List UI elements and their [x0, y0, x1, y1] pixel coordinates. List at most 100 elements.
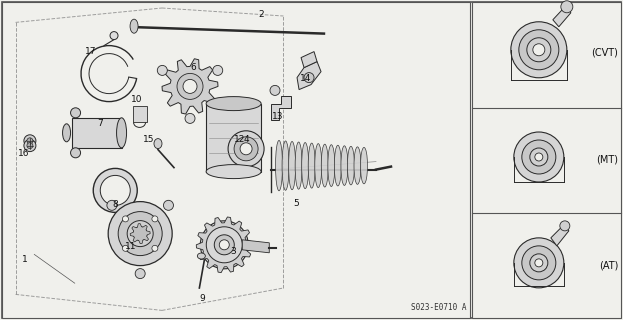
Polygon shape	[553, 5, 571, 27]
Circle shape	[152, 245, 158, 251]
Circle shape	[135, 268, 145, 279]
Bar	[206, 104, 261, 172]
Ellipse shape	[275, 140, 282, 191]
Circle shape	[118, 212, 162, 256]
Circle shape	[561, 1, 573, 13]
Circle shape	[185, 113, 195, 124]
Text: 14: 14	[300, 74, 311, 83]
Ellipse shape	[354, 147, 361, 184]
Circle shape	[70, 148, 80, 158]
Polygon shape	[196, 217, 252, 273]
Ellipse shape	[62, 124, 70, 142]
Circle shape	[100, 175, 130, 205]
Circle shape	[70, 108, 80, 118]
Polygon shape	[162, 59, 218, 114]
Ellipse shape	[335, 145, 341, 186]
Circle shape	[514, 238, 564, 288]
Text: S023-E0710 A: S023-E0710 A	[411, 303, 466, 312]
Circle shape	[240, 143, 252, 155]
Circle shape	[519, 30, 559, 70]
Ellipse shape	[288, 141, 295, 190]
Circle shape	[93, 168, 137, 212]
Circle shape	[110, 32, 118, 40]
Ellipse shape	[130, 19, 138, 33]
Ellipse shape	[206, 164, 261, 179]
Circle shape	[127, 220, 153, 247]
Polygon shape	[297, 61, 321, 90]
Bar	[472, 2, 621, 318]
Circle shape	[535, 259, 543, 267]
Circle shape	[206, 227, 242, 263]
Circle shape	[163, 200, 173, 210]
Circle shape	[304, 73, 314, 83]
Text: 8: 8	[112, 200, 118, 209]
Circle shape	[535, 153, 543, 161]
Circle shape	[157, 65, 168, 76]
Bar	[133, 106, 146, 122]
Circle shape	[511, 22, 567, 78]
Circle shape	[514, 132, 564, 182]
Polygon shape	[130, 224, 150, 244]
Ellipse shape	[361, 148, 368, 184]
Ellipse shape	[321, 144, 328, 187]
Circle shape	[219, 240, 229, 250]
Ellipse shape	[154, 139, 162, 148]
Circle shape	[522, 246, 556, 280]
Circle shape	[560, 221, 570, 231]
Circle shape	[527, 38, 551, 62]
Ellipse shape	[308, 143, 315, 188]
Circle shape	[522, 140, 556, 174]
Text: 10: 10	[131, 95, 143, 104]
Circle shape	[107, 200, 117, 210]
Polygon shape	[301, 52, 317, 68]
Circle shape	[234, 137, 258, 161]
Text: 13: 13	[272, 112, 283, 121]
Polygon shape	[551, 224, 569, 246]
Text: (CVT): (CVT)	[591, 48, 618, 58]
Ellipse shape	[348, 146, 354, 185]
Text: 11: 11	[125, 242, 136, 251]
Circle shape	[123, 245, 128, 251]
Circle shape	[152, 216, 158, 222]
Text: 17: 17	[85, 47, 96, 56]
Ellipse shape	[302, 142, 308, 189]
Circle shape	[530, 254, 548, 272]
Circle shape	[24, 135, 36, 147]
Circle shape	[533, 44, 545, 56]
Text: 7: 7	[97, 119, 103, 128]
Circle shape	[212, 65, 223, 76]
Text: 5: 5	[293, 199, 299, 208]
Circle shape	[530, 148, 548, 166]
Ellipse shape	[282, 141, 289, 190]
Text: 1: 1	[22, 255, 28, 264]
Circle shape	[177, 73, 203, 100]
Text: 2: 2	[259, 10, 265, 19]
Text: (MT): (MT)	[596, 155, 618, 165]
Ellipse shape	[206, 97, 261, 111]
Circle shape	[27, 143, 33, 148]
Text: 12: 12	[234, 135, 245, 144]
Text: 6: 6	[190, 63, 196, 72]
Circle shape	[133, 227, 147, 241]
Ellipse shape	[341, 146, 348, 185]
Bar	[72, 118, 121, 148]
Circle shape	[200, 221, 249, 269]
Ellipse shape	[197, 253, 206, 259]
Bar	[2, 2, 470, 318]
Circle shape	[27, 138, 33, 144]
Text: 9: 9	[199, 294, 206, 303]
Polygon shape	[271, 96, 291, 120]
Text: 4: 4	[243, 135, 249, 144]
Ellipse shape	[117, 118, 126, 148]
Circle shape	[183, 79, 197, 93]
Text: 16: 16	[18, 149, 29, 158]
Ellipse shape	[315, 144, 321, 188]
Circle shape	[270, 85, 280, 95]
Text: (AT): (AT)	[599, 261, 618, 271]
Ellipse shape	[328, 145, 335, 187]
Polygon shape	[242, 240, 269, 253]
Circle shape	[108, 202, 172, 266]
Text: 15: 15	[143, 135, 154, 144]
Circle shape	[228, 131, 264, 167]
Circle shape	[123, 216, 128, 222]
